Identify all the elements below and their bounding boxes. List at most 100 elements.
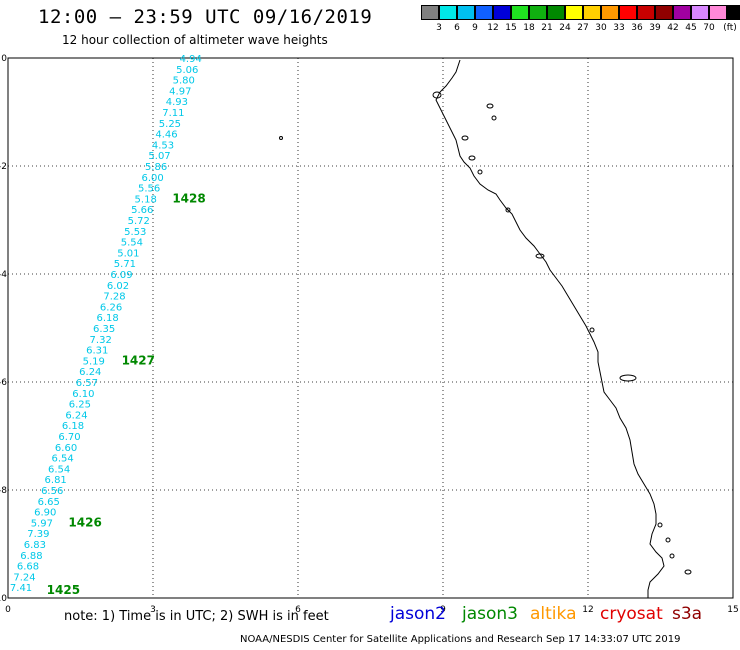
pass-time-label: 1425	[47, 583, 80, 597]
legend-label: 42	[667, 23, 679, 33]
island	[589, 327, 595, 333]
legend-label: 9	[472, 23, 478, 33]
island	[468, 155, 476, 161]
wave-height-label: 4.46	[155, 130, 177, 141]
wave-height-label: 6.18	[62, 421, 84, 432]
wave-height-label: 6.60	[55, 443, 77, 454]
wave-height-label: 6.24	[65, 410, 87, 421]
wave-height-label: 6.56	[41, 486, 63, 497]
legend-label: 33	[613, 23, 625, 33]
wave-height-label: 6.09	[110, 270, 132, 281]
x-tick-label: 12	[582, 605, 593, 615]
wave-height-label: 7.11	[162, 108, 184, 119]
y-tick-label: -10	[0, 594, 7, 604]
wave-height-label: 5.71	[114, 259, 136, 270]
legend-label: 45	[685, 23, 697, 33]
legend-swatch	[619, 5, 637, 20]
island	[477, 169, 483, 175]
island	[684, 569, 692, 575]
plot-frame	[7, 57, 734, 599]
wave-height-label: 7.41	[10, 583, 32, 594]
legend-label: 39	[649, 23, 661, 33]
island	[491, 115, 497, 121]
wave-height-label: 6.88	[20, 551, 42, 562]
wave-height-label: 5.53	[124, 227, 146, 238]
legend-swatch	[529, 5, 547, 20]
wave-height-label: 4.93	[166, 97, 188, 108]
page-subtitle: 12 hour collection of altimeter wave hei…	[62, 33, 328, 47]
wave-height-label: 5.07	[148, 151, 170, 162]
wave-height-label: 5.72	[128, 216, 150, 227]
legend-swatch	[583, 5, 601, 20]
legend-swatch	[565, 5, 583, 20]
y-tick-label: 0	[1, 54, 7, 64]
island	[279, 136, 283, 140]
legend-unit: (ft)	[723, 23, 737, 33]
page-title: 12:00 – 23:59 UTC 09/16/2019	[38, 6, 373, 28]
coastline	[435, 59, 665, 598]
island	[461, 135, 469, 141]
legend-label: 18	[523, 23, 535, 33]
island	[657, 522, 663, 528]
legend-label: 3	[436, 23, 442, 33]
wave-height-label: 5.19	[83, 356, 105, 367]
legend-swatch	[601, 5, 619, 20]
legend-label: 36	[631, 23, 643, 33]
wave-height-label: 6.57	[76, 378, 98, 389]
pass-time-label: 1426	[68, 515, 101, 529]
legend-swatch	[655, 5, 673, 20]
island	[619, 374, 637, 382]
island	[535, 253, 545, 259]
island	[505, 207, 511, 213]
wave-height-label: 6.00	[141, 173, 163, 184]
wave-height-label: 7.39	[27, 529, 49, 540]
x-tick-label: 9	[440, 605, 446, 615]
legend-swatch	[691, 5, 709, 20]
legend-label: 15	[505, 23, 517, 33]
wave-height-label: 5.56	[138, 184, 160, 195]
legend-label: 24	[559, 23, 571, 33]
wave-height-label: 5.06	[176, 65, 198, 76]
wave-height-label: 6.83	[24, 540, 46, 551]
legend-label: 30	[595, 23, 607, 33]
wave-height-label: 6.90	[34, 508, 56, 519]
wave-height-label: 5.66	[131, 205, 153, 216]
legend-swatch	[457, 5, 475, 20]
legend-swatch	[727, 5, 740, 20]
wave-height-label: 5.80	[173, 76, 195, 87]
island	[665, 537, 671, 543]
legend-swatch	[475, 5, 493, 20]
y-tick-label: -2	[0, 162, 7, 172]
legend-swatch	[439, 5, 457, 20]
wave-height-label: 5.97	[31, 518, 53, 529]
wave-height-label: 7.32	[90, 335, 112, 346]
wave-height-label: 6.26	[100, 302, 122, 313]
wave-height-label: 6.65	[38, 497, 60, 508]
legend-swatch	[421, 5, 439, 20]
wave-height-label: 5.01	[117, 248, 139, 259]
footnote: note: 1) Time is in UTC; 2) SWH is in fe…	[64, 609, 329, 624]
x-tick-label: 3	[150, 605, 156, 615]
wave-height-label: 7.24	[13, 572, 35, 583]
wave-height-label: 4.94	[180, 54, 202, 65]
wave-height-label: 6.02	[107, 281, 129, 292]
legend-label: 12	[487, 23, 499, 33]
x-tick-label: 6	[295, 605, 301, 615]
wave-height-label: 5.25	[159, 119, 181, 130]
wave-height-label: 6.24	[79, 367, 101, 378]
legend-swatch	[511, 5, 529, 20]
x-tick-label: 0	[5, 605, 11, 615]
y-tick-label: -4	[0, 270, 7, 280]
legend-label: 27	[577, 23, 589, 33]
satellite-jason3: jason3	[462, 604, 518, 624]
legend-label: 21	[541, 23, 553, 33]
island	[486, 103, 494, 109]
credits: NOAA/NESDIS Center for Satellite Applica…	[240, 634, 681, 645]
wave-height-label: 6.54	[48, 464, 70, 475]
y-tick-label: -6	[0, 378, 7, 388]
wave-height-label: 5.86	[145, 162, 167, 173]
wave-height-label: 6.68	[17, 562, 39, 573]
wave-height-label: 6.81	[45, 475, 67, 486]
wave-height-label: 6.18	[96, 313, 118, 324]
wave-height-label: 4.97	[169, 86, 191, 97]
